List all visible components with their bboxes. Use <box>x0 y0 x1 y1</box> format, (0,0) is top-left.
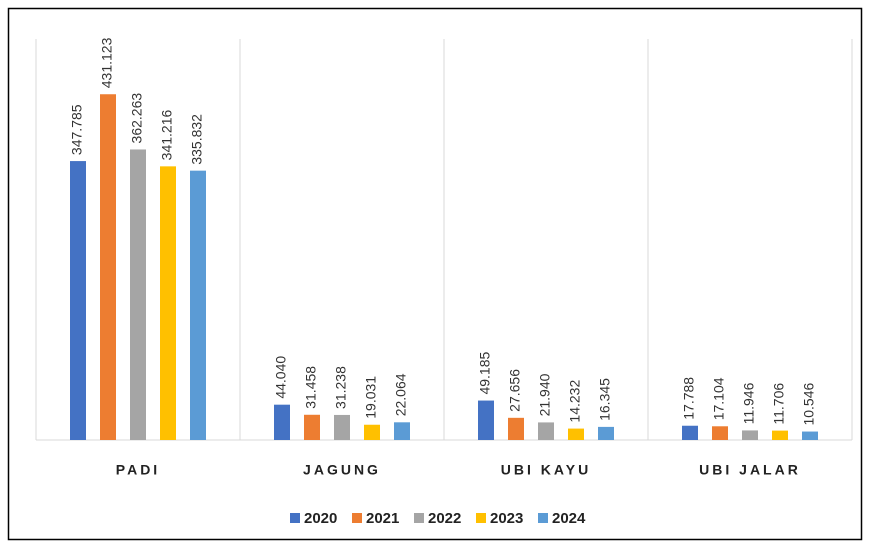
legend-swatch <box>352 513 362 523</box>
x-tick-label: PADI <box>116 462 160 478</box>
data-label: 22.064 <box>393 373 409 416</box>
legend-label: 2020 <box>304 510 337 527</box>
bar <box>190 170 206 441</box>
legend-swatch <box>538 513 548 523</box>
chart-border <box>7 7 863 541</box>
bar <box>682 425 698 440</box>
data-label: 14.232 <box>567 380 583 423</box>
legend-swatch <box>476 513 486 523</box>
bar <box>334 414 350 440</box>
legend-swatch <box>414 513 424 523</box>
x-tick-label: UBI JALAR <box>699 462 801 478</box>
bar <box>274 404 290 440</box>
data-label: 16.345 <box>597 378 613 421</box>
x-tick-label: JAGUNG <box>303 462 381 478</box>
data-label: 17.788 <box>681 377 697 420</box>
x-tick-label: UBI KAYU <box>501 462 591 478</box>
bar <box>598 426 614 440</box>
bar <box>478 400 494 440</box>
legend-label: 2024 <box>552 510 586 527</box>
bar <box>802 431 818 440</box>
bar <box>304 414 320 440</box>
legend-swatch <box>290 513 300 523</box>
data-label: 11.706 <box>771 383 787 425</box>
legend-label: 2022 <box>428 510 461 527</box>
legend-label: 2023 <box>490 510 523 527</box>
data-label: 31.238 <box>333 366 349 409</box>
data-label: 431.123 <box>99 37 115 88</box>
data-label: 21.940 <box>537 373 553 416</box>
legend-label: 2021 <box>366 510 399 527</box>
data-label: 362.263 <box>129 93 145 144</box>
data-label: 341.216 <box>159 110 175 161</box>
bar <box>742 430 758 440</box>
data-label: 335.832 <box>189 114 205 165</box>
bar <box>772 430 788 440</box>
bar <box>712 426 728 440</box>
data-label: 10.546 <box>801 383 817 426</box>
data-label: 11.946 <box>741 382 757 424</box>
data-label: 44.040 <box>273 356 289 399</box>
bar <box>100 94 116 441</box>
data-label: 347.785 <box>69 104 85 155</box>
bar <box>508 417 524 440</box>
bar <box>130 149 146 440</box>
bar <box>364 424 380 440</box>
bar <box>160 166 176 440</box>
data-label: 49.185 <box>477 352 493 395</box>
data-label: 31.458 <box>303 366 319 409</box>
data-label: 17.104 <box>711 377 727 420</box>
bar <box>394 422 410 440</box>
bar <box>70 161 86 441</box>
data-label: 19.031 <box>363 376 379 419</box>
bar <box>538 422 554 440</box>
bar <box>568 428 584 440</box>
data-label: 27.656 <box>507 369 523 412</box>
